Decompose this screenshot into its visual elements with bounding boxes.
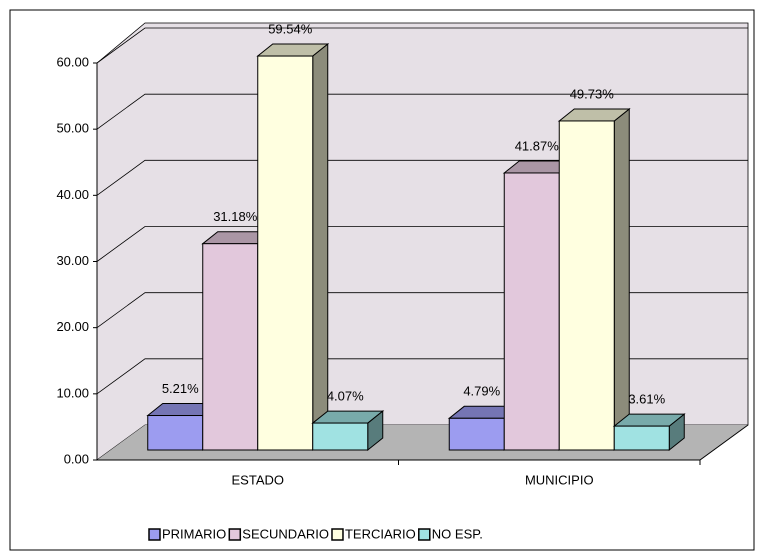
bar: [448, 417, 505, 451]
bar: [312, 422, 369, 451]
bar: [558, 120, 615, 451]
value-label: 59.54%: [268, 21, 313, 36]
value-label: 41.87%: [515, 138, 560, 153]
y-tick-label: 0.00: [64, 451, 89, 466]
legend-swatch: [331, 528, 344, 541]
legend-label: SECUNDARIO: [242, 526, 329, 541]
value-label: 4.79%: [463, 384, 500, 399]
legend-label: NO ESP.: [432, 526, 483, 541]
grid-line: [96, 93, 748, 130]
x-tick-label: MUNICIPIO: [525, 472, 594, 487]
value-label: 3.61%: [628, 392, 665, 407]
y-tick-label: 50.00: [56, 121, 89, 136]
legend-swatch: [148, 528, 161, 541]
bar: [503, 172, 560, 451]
grid-line: [96, 159, 748, 196]
bar: [257, 55, 314, 451]
bar: [147, 415, 204, 451]
legend-swatch: [228, 528, 242, 541]
x-tick-label: ESTADO: [232, 472, 285, 487]
bar-side: [613, 107, 630, 452]
value-label: 4.07%: [327, 389, 364, 404]
y-tick-label: 30.00: [56, 253, 89, 268]
y-tick-label: 20.00: [56, 319, 89, 334]
y-tick-label: 60.00: [56, 54, 89, 69]
bar: [613, 425, 670, 451]
legend-label: TERCIARIO: [345, 526, 416, 541]
value-label: 49.73%: [570, 86, 615, 101]
y-tick-label: 10.00: [56, 385, 89, 400]
y-tick-label: 40.00: [56, 187, 89, 202]
legend-label: PRIMARIO: [162, 526, 226, 541]
value-label: 5.21%: [162, 381, 199, 396]
bar-side: [312, 43, 329, 452]
value-label: 31.18%: [213, 209, 258, 224]
legend-swatch: [418, 528, 431, 541]
bar: [202, 243, 259, 451]
grid-line: [96, 27, 748, 64]
